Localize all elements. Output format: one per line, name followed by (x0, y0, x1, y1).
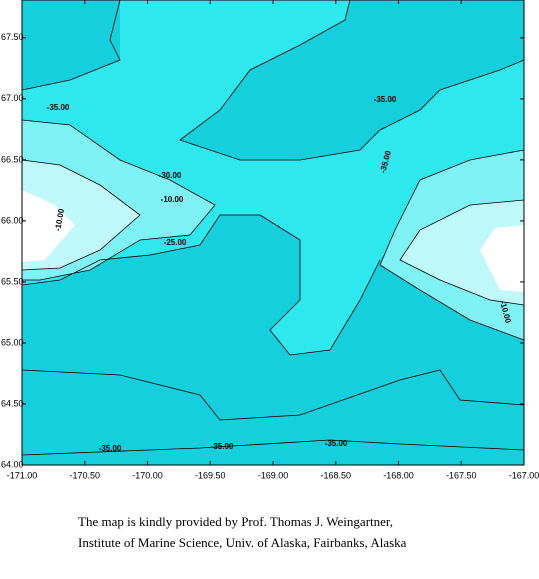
x-tick-label: -167.50 (446, 470, 477, 480)
land-east (480, 225, 524, 292)
contour-line (21, 214, 260, 286)
x-tick-label: -171.00 (7, 470, 38, 480)
x-tick-label: -169.00 (258, 470, 289, 480)
contour-line (21, 0, 121, 91)
contour-label: -35.00 (325, 439, 348, 448)
contour-labels: -35.00 -30.00 -10.00 -10.00 -25.00 -35.00 -35.… (47, 95, 513, 453)
land-west (22, 190, 75, 262)
y-tick-label: 65.00 (1, 337, 24, 347)
caption-line: The map is kindly provided by Prof. Thom… (78, 514, 393, 529)
contour-label: -10.00 (53, 207, 66, 231)
x-tick-label: -170.00 (132, 470, 163, 480)
contour-line (21, 159, 141, 271)
deep-channel (22, 0, 524, 355)
x-tick-label: -167.00 (509, 470, 539, 480)
contour-label: -25.00 (164, 238, 187, 247)
y-tick-label: 64.00 (1, 459, 24, 469)
y-tick-label: 65.50 (1, 276, 24, 286)
contour-line (259, 214, 381, 356)
x-tick-label: -168.50 (320, 470, 351, 480)
contour-line (399, 199, 525, 306)
y-tick-label: 67.00 (1, 93, 24, 103)
contour-line (21, 369, 525, 421)
x-tick-label: -170.50 (69, 470, 100, 480)
y-tick-label: 64.50 (1, 398, 24, 408)
y-tick-label: 66.00 (1, 215, 24, 225)
axes: -171.00 -170.50 -170.00 -169.50 -169.00 -168.… (1, 0, 539, 480)
map-fill (22, 0, 524, 465)
contour-label: -35.00 (374, 95, 397, 104)
contour-line (21, 119, 216, 281)
contour-label: -10.00 (161, 195, 184, 204)
contour-label: -30.00 (159, 171, 182, 180)
x-tick-label: -168.00 (383, 470, 414, 480)
contours (21, 0, 525, 456)
contour-line (179, 0, 525, 161)
contour-label: -35.00 (211, 442, 234, 451)
y-tick-label: 66.50 (1, 154, 24, 164)
contour-line (21, 439, 525, 456)
x-tick-label: -169.50 (195, 470, 226, 480)
contour-label: -35.00 (47, 103, 70, 112)
shallow-east (400, 200, 524, 305)
y-tick-label: 67.50 (1, 32, 24, 42)
caption-line: Institute of Marine Science, Univ. of Al… (78, 535, 407, 550)
contour-label: -35.00 (99, 444, 122, 453)
contour-line (379, 149, 525, 341)
